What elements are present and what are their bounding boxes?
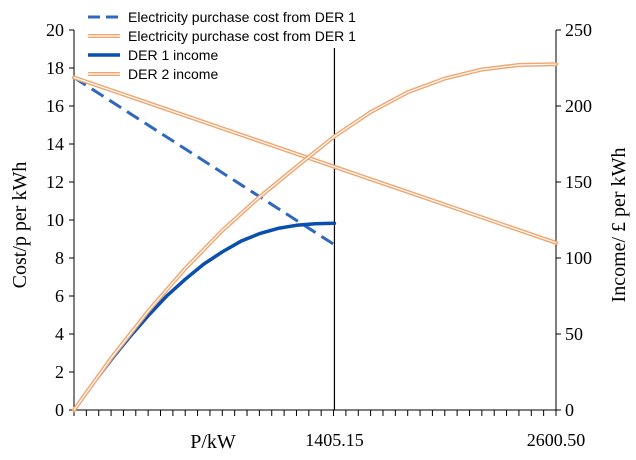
- y-left-axis-title: Cost/p per kWh: [9, 162, 31, 289]
- series-line-0: [73, 76, 336, 246]
- y-right-tick-label: 150: [565, 172, 592, 192]
- y-right-tick-label: 0: [565, 400, 574, 420]
- y-left-tick-label: 20: [46, 20, 64, 40]
- x-tick-label: 1405.15: [305, 430, 364, 450]
- legend-label-der2-income: DER 2 income: [128, 66, 218, 82]
- x-tick-label: 2600.50: [527, 430, 586, 450]
- y-right-tick-label: 200: [565, 96, 592, 116]
- y-left-tick-label: 10: [46, 210, 64, 230]
- y-left-tick-label: 16: [46, 96, 64, 116]
- y-left-tick-label: 0: [55, 400, 64, 420]
- y-left-tick-label: 6: [55, 286, 64, 306]
- y-right-tick-label: 50: [565, 324, 583, 344]
- y-left-tick-label: 18: [46, 58, 64, 78]
- legend-label-purchase-cost-der1-double: Electricity purchase cost from DER 1: [128, 28, 356, 44]
- series-line-1-inner: [73, 76, 557, 244]
- legend: Electricity purchase cost from DER 1 Ele…: [88, 9, 356, 82]
- y-left-tick-label: 8: [55, 248, 64, 268]
- series-line-3-inner: [73, 63, 557, 411]
- y-left-tick-label: 12: [46, 172, 64, 192]
- y-right-tick-label: 100: [565, 248, 592, 268]
- y-right-tick-label: 250: [565, 20, 592, 40]
- y-left-tick-label: 4: [55, 324, 64, 344]
- legend-label-purchase-cost-der1-dashed: Electricity purchase cost from DER 1: [128, 9, 356, 25]
- y-left-tick-label: 14: [46, 134, 64, 154]
- x-axis-title: P/kW: [190, 431, 236, 453]
- legend-label-der1-income: DER 1 income: [128, 47, 218, 63]
- y-left-tick-label: 2: [55, 362, 64, 382]
- series-line-3-outer: [72, 62, 558, 412]
- y-right-axis-title: Income/ £ per kWh: [608, 148, 630, 303]
